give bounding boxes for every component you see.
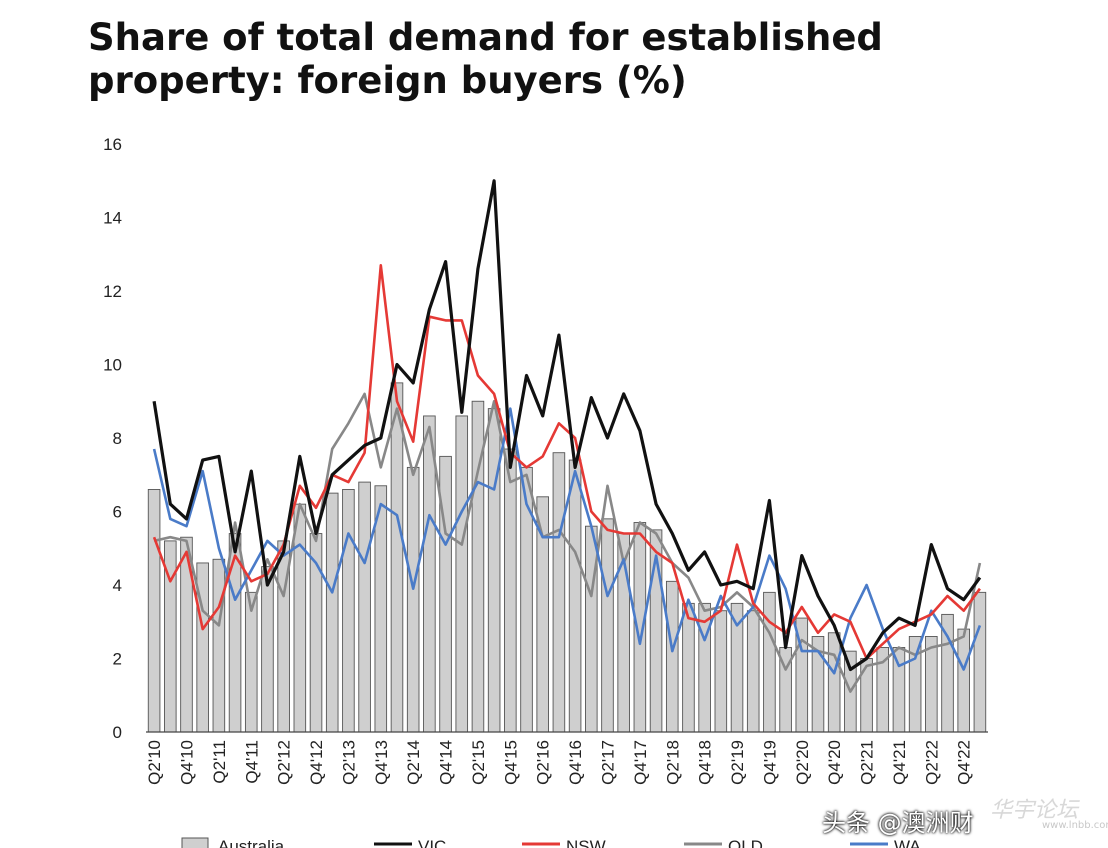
x-tick-label-q2-21: Q2'21 bbox=[858, 740, 877, 785]
y-tick-label-0: 0 bbox=[113, 723, 122, 742]
bar-q4-19 bbox=[763, 591, 776, 733]
bar-q3-15 bbox=[487, 408, 501, 733]
y-tick-label-2: 2 bbox=[113, 650, 122, 669]
x-tick-label-q4-22: Q4'22 bbox=[955, 740, 974, 785]
x-tick-label-q2-19: Q2'19 bbox=[728, 740, 747, 785]
line-series-nsw bbox=[152, 263, 981, 660]
bar-q2-22 bbox=[925, 636, 938, 733]
x-tick-label-q4-13: Q4'13 bbox=[372, 740, 391, 785]
x-tick-label-q4-20: Q4'20 bbox=[825, 740, 844, 785]
x-tick-label-q2-14: Q2'14 bbox=[404, 740, 423, 785]
bar-q2-17 bbox=[601, 518, 614, 733]
bar-q4-20 bbox=[827, 632, 841, 733]
x-axis: Q2'10 Q4'10 Q2'11 Q4'11 Q2'12 Q4'12 Q2'13 Q4'13… bbox=[145, 731, 988, 785]
y-tick-label-10: 10 bbox=[103, 356, 122, 375]
y-tick-label-14: 14 bbox=[103, 209, 122, 228]
bar-q1-17 bbox=[585, 525, 598, 733]
bar-q2-13 bbox=[342, 489, 355, 733]
bar-q2-21 bbox=[860, 658, 873, 733]
y-axis: 0 2 4 6 8 10 12 14 16 bbox=[103, 135, 122, 742]
bar-q4-16 bbox=[568, 459, 582, 733]
bar-q4-22 bbox=[957, 628, 970, 733]
x-tick-label-q2-10: Q2'10 bbox=[145, 740, 164, 785]
bar-q2-10 bbox=[147, 489, 161, 733]
bar-q3-19 bbox=[746, 610, 760, 733]
bar-q2-14 bbox=[406, 466, 420, 733]
y-tick-label-16: 16 bbox=[103, 135, 122, 154]
x-tick-label-q2-12: Q2'12 bbox=[275, 740, 294, 785]
bar-q4-14 bbox=[439, 455, 452, 733]
x-tick-label-q4-15: Q4'15 bbox=[501, 740, 520, 785]
x-tick-label-q4-11: Q4'11 bbox=[242, 740, 261, 784]
x-tick-label-q2-11: Q2'11 bbox=[210, 740, 229, 784]
legend-label-vic: VIC bbox=[418, 837, 446, 848]
bar-q2-11 bbox=[212, 558, 226, 733]
x-tick-label-q2-20: Q2'20 bbox=[793, 740, 812, 785]
x-tick-label-q4-17: Q4'17 bbox=[631, 740, 650, 785]
bar-q2-18 bbox=[665, 580, 679, 733]
x-tick-label-q4-10: Q4'10 bbox=[177, 740, 196, 785]
x-tick-label-q4-19: Q4'19 bbox=[760, 740, 779, 785]
bar-q3-14 bbox=[423, 415, 436, 733]
line-series-group bbox=[152, 179, 982, 693]
y-tick-label-8: 8 bbox=[113, 429, 122, 448]
bar-q4-11 bbox=[244, 591, 258, 733]
bar-q4-15 bbox=[504, 448, 517, 733]
x-tick-label-q4-18: Q4'18 bbox=[696, 740, 715, 785]
x-tick-label-q2-17: Q2'17 bbox=[598, 740, 617, 785]
legend-swatch-australia bbox=[181, 837, 209, 848]
x-tick-label-q4-12: Q4'12 bbox=[307, 740, 326, 785]
x-tick-label-q2-15: Q2'15 bbox=[469, 740, 488, 785]
y-tick-label-4: 4 bbox=[113, 576, 122, 595]
bar-q3-16 bbox=[552, 452, 566, 733]
bar-q4-21 bbox=[892, 647, 906, 733]
bar-q1-12 bbox=[261, 566, 274, 733]
watermark-calligraphy: 华宇论坛 bbox=[990, 798, 1079, 823]
line-series-vic bbox=[152, 179, 982, 672]
bar-q1-22 bbox=[908, 636, 922, 733]
y-tick-label-12: 12 bbox=[103, 282, 122, 301]
bar-q3-18 bbox=[682, 602, 695, 733]
x-tick-label-q4-14: Q4'14 bbox=[437, 740, 456, 785]
bar-q1-23 bbox=[973, 591, 987, 733]
x-tick-label-q2-16: Q2'16 bbox=[534, 740, 553, 785]
watermark-site: www.lnbb.com bbox=[1042, 820, 1108, 831]
y-tick-label-6: 6 bbox=[113, 503, 122, 522]
bar-series-australia bbox=[147, 382, 987, 733]
legend-label-wa: WA bbox=[894, 837, 921, 848]
bar-q1-14 bbox=[390, 382, 404, 733]
bar-q3-13 bbox=[358, 481, 371, 733]
bar-q1-15 bbox=[455, 415, 469, 733]
legend-label-nsw: NSW bbox=[566, 837, 606, 848]
legend: Australia VIC NSW QLD WA bbox=[181, 837, 921, 848]
x-tick-label-q2-13: Q2'13 bbox=[339, 740, 358, 785]
bar-q3-12 bbox=[293, 503, 307, 733]
x-tick-label-q4-16: Q4'16 bbox=[566, 740, 585, 785]
legend-label-qld: QLD bbox=[728, 837, 763, 848]
chart-title: Share of total demand for established pr… bbox=[88, 16, 883, 102]
x-tick-label-q2-22: Q2'22 bbox=[922, 740, 941, 785]
x-tick-label-q2-18: Q2'18 bbox=[663, 740, 682, 785]
bar-q1-13 bbox=[325, 492, 339, 733]
legend-label-australia: Australia bbox=[218, 837, 285, 848]
x-tick-label-q4-21: Q4'21 bbox=[890, 740, 909, 785]
watermark-text: 头条 @澳洲财 bbox=[822, 809, 974, 837]
bar-q1-19 bbox=[714, 610, 728, 733]
